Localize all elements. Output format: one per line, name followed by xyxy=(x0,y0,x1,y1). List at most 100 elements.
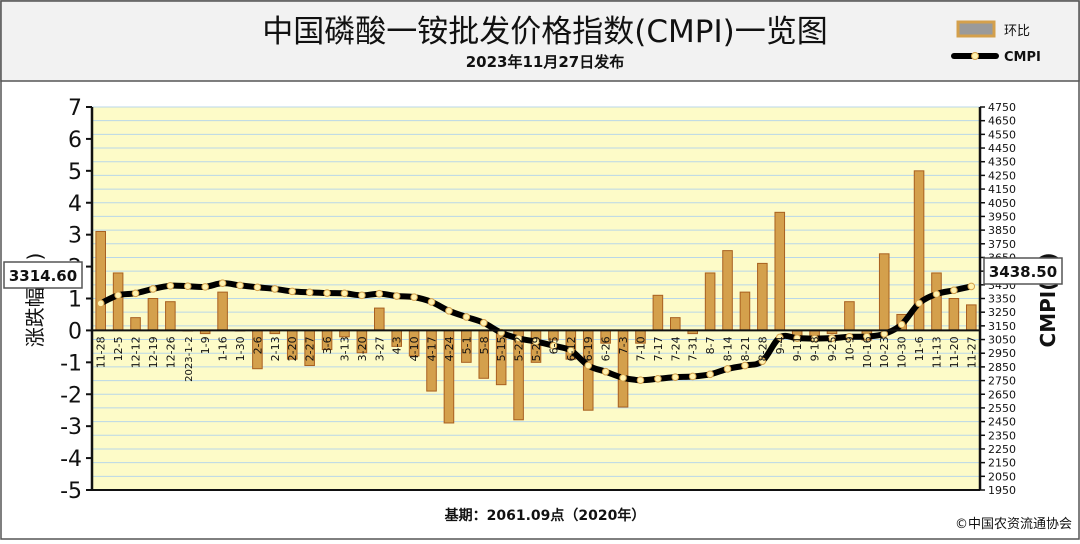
chart-subtitle: 2023年11月27日发布 xyxy=(466,53,625,71)
bar xyxy=(652,294,664,331)
x-tick-label: 2-27 xyxy=(304,336,317,361)
bar xyxy=(112,272,124,331)
x-tick-label: 10-16 xyxy=(861,336,874,368)
cmpi-point xyxy=(323,289,331,297)
cmpi-point xyxy=(758,357,767,365)
y-tick-label: 6 xyxy=(68,128,82,153)
bar-series xyxy=(95,170,977,424)
cmpi-point xyxy=(131,289,140,298)
first-value-text: 3314.60 xyxy=(9,267,77,285)
y2-tick-label: 2750 xyxy=(988,375,1016,388)
x-tick-label: 7-24 xyxy=(669,336,682,361)
bar xyxy=(931,272,942,331)
x-tick-label: 7-10 xyxy=(634,336,647,361)
y2-tick-label: 3750 xyxy=(988,238,1016,251)
copyright-note: ©中国农资流通协会 xyxy=(955,517,1072,532)
bar xyxy=(165,301,176,331)
x-tick-label: 1-30 xyxy=(234,336,247,361)
cmpi-point xyxy=(549,341,558,350)
x-tick-label: 5-22 xyxy=(513,336,526,361)
bar xyxy=(844,301,855,331)
x-tick-label: 12-19 xyxy=(147,336,160,368)
y2-tick-label: 4250 xyxy=(988,169,1016,182)
y-tick-label: -3 xyxy=(60,415,82,440)
x-tick-label: 3-13 xyxy=(338,336,351,361)
legend-bar-label: 环比 xyxy=(1004,24,1030,39)
y2-tick-label: 3850 xyxy=(988,224,1016,237)
cmpi-point xyxy=(845,333,854,341)
cmpi-point xyxy=(688,372,697,381)
x-tick-label: 12-12 xyxy=(130,336,143,368)
last-value-text: 3438.50 xyxy=(989,263,1057,281)
legend-bar-swatch xyxy=(956,20,996,38)
x-tick-label: 8-7 xyxy=(704,336,717,354)
x-tick-label: 11-20 xyxy=(948,336,961,368)
cmpi-point xyxy=(253,283,262,292)
x-tick-label: 10-30 xyxy=(896,336,909,368)
bar xyxy=(757,262,768,331)
line-series xyxy=(96,279,976,384)
cmpi-point xyxy=(462,313,471,321)
x-tick-label: 8-14 xyxy=(722,336,735,361)
x-tick-label: 1-9 xyxy=(199,336,212,354)
y2-tick-label: 3350 xyxy=(988,293,1016,306)
cmpi-point xyxy=(950,286,958,295)
x-tick-label: 4-17 xyxy=(426,336,439,361)
cmpi-point xyxy=(340,289,349,298)
cmpi-point xyxy=(636,376,645,384)
cmpi-point xyxy=(619,374,627,382)
y2-tick-label: 4650 xyxy=(988,115,1016,128)
cmpi-point xyxy=(706,370,714,379)
cmpi-point xyxy=(288,287,297,296)
y2-tick-label: 4750 xyxy=(988,101,1016,114)
y-tick-label: -5 xyxy=(60,479,82,504)
x-tick-label: 12-5 xyxy=(112,336,125,361)
header-band xyxy=(0,0,1080,82)
cmpi-point xyxy=(932,290,941,298)
cmpi-point xyxy=(601,367,610,376)
x-tick-label: 9-11 xyxy=(791,336,804,361)
cmpi-point xyxy=(392,292,401,300)
x-tick-label: 6-26 xyxy=(600,336,613,361)
x-tick-label: 3-27 xyxy=(373,336,386,361)
y2-tick-label: 2550 xyxy=(988,402,1016,415)
y2-tick-label: 2250 xyxy=(988,443,1016,456)
cmpi-point xyxy=(532,337,540,346)
y-tick-label: -1 xyxy=(60,351,82,376)
cmpi-point xyxy=(863,332,871,341)
bar xyxy=(217,291,228,331)
x-tick-label: 4-10 xyxy=(408,336,421,361)
x-tick-label: 10-9 xyxy=(843,336,856,361)
y-tick-label: 0 xyxy=(68,319,82,344)
cmpi-point xyxy=(114,291,122,300)
cmpi-point xyxy=(654,374,662,383)
bar xyxy=(130,317,141,331)
y2-tick-label: 4050 xyxy=(988,197,1016,210)
y2-tick-label: 2850 xyxy=(988,361,1016,374)
cmpi-point xyxy=(183,282,192,290)
bar xyxy=(670,317,681,331)
y2-tick-label: 2450 xyxy=(988,416,1016,429)
y2-tick-label: 4550 xyxy=(988,128,1016,141)
first-value-callout: 3314.60 xyxy=(3,261,83,289)
bar xyxy=(774,211,786,331)
x-tick-label: 1-16 xyxy=(217,336,230,361)
y-tick-label: -2 xyxy=(60,383,82,408)
x-tick-label: 12-26 xyxy=(164,336,177,368)
cmpi-point xyxy=(741,361,749,370)
cmpi-point xyxy=(166,281,175,290)
y-tick-label: 3 xyxy=(68,224,82,249)
bar xyxy=(704,272,716,331)
x-tick-label: 3-6 xyxy=(321,336,334,354)
y-tick-label: 5 xyxy=(68,160,82,185)
cmpi-point xyxy=(96,299,105,308)
cmpi-point xyxy=(201,283,209,291)
cmpi-point xyxy=(305,288,314,297)
bar xyxy=(722,250,733,331)
x-tick-label: 2-20 xyxy=(286,336,299,361)
x-tick-label: 4-24 xyxy=(443,336,456,361)
cmpi-point xyxy=(427,298,436,306)
y2-tick-label: 3250 xyxy=(988,306,1016,319)
cmpi-point xyxy=(828,334,836,342)
